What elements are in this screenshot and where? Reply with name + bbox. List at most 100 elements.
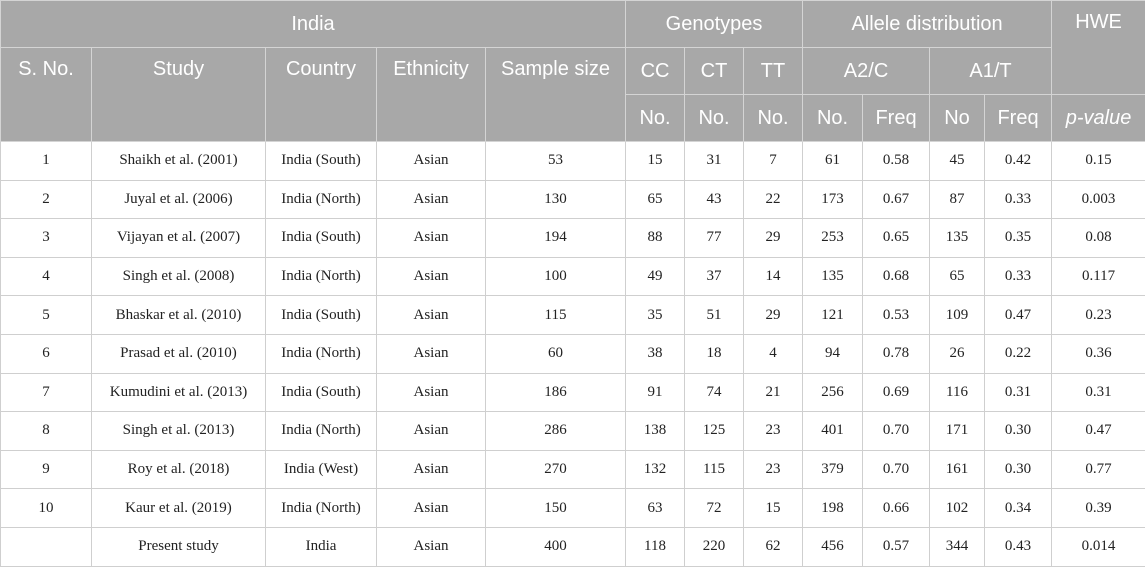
header-pvalue: p-value	[1051, 94, 1145, 142]
cell-a2-no: 173	[802, 179, 864, 220]
header-study: Study	[91, 47, 266, 142]
cell-study: Juyal et al. (2006)	[91, 179, 266, 220]
header-ct-no: No.	[684, 94, 745, 142]
cell-tt: 23	[743, 411, 804, 451]
cell-p: 0.31	[1051, 372, 1145, 413]
header-sno: S. No.	[0, 47, 92, 142]
cell-sample-size: 53	[484, 141, 627, 181]
cell-a2-no: 94	[802, 333, 864, 374]
header-country: Country	[265, 47, 377, 142]
cell-ct: 18	[684, 333, 745, 374]
cell-a1-freq: 0.30	[984, 411, 1053, 451]
cell-a1-no: 135	[929, 218, 986, 258]
cell-study: Kaur et al. (2019)	[91, 488, 266, 528]
cell-a1-freq: 0.30	[984, 449, 1053, 490]
cell-ct: 31	[684, 141, 745, 181]
cell-cc: 35	[625, 295, 686, 335]
cell-sno: 8	[0, 411, 92, 451]
cell-study: Singh et al. (2008)	[91, 256, 266, 297]
cell-ethnicity: Asian	[376, 449, 486, 490]
cell-ct: 51	[684, 295, 745, 335]
cell-a1-freq: 0.43	[984, 526, 1053, 567]
table-row: 3 Vijayan et al. (2007) India (South) Asian…	[0, 218, 1145, 258]
header-ct: CT	[684, 47, 745, 95]
table-row: 2 Juyal et al. (2006) India (North) Asian 13…	[0, 179, 1145, 220]
cell-country: India (South)	[265, 141, 377, 181]
cell-p: 0.23	[1051, 295, 1145, 335]
table-row: 5 Bhaskar et al. (2010) India (South) Asian…	[0, 295, 1145, 335]
cell-ct: 77	[684, 218, 745, 258]
table-row: 4 Singh et al. (2008) India (North) Asian 10…	[0, 256, 1145, 297]
cell-sample-size: 186	[484, 372, 627, 413]
cell-tt: 22	[743, 179, 804, 220]
cell-a2-no: 256	[802, 372, 864, 413]
cell-ct: 74	[684, 372, 745, 413]
cell-a2-freq: 0.69	[862, 372, 931, 413]
header-a1-freq: Freq	[984, 94, 1053, 142]
cell-ethnicity: Asian	[376, 372, 486, 413]
cell-a1-freq: 0.33	[984, 256, 1053, 297]
cell-a2-no: 198	[802, 488, 864, 528]
cell-ct: 125	[684, 411, 745, 451]
cell-a2-freq: 0.58	[862, 141, 931, 181]
cell-a1-no: 171	[929, 411, 986, 451]
cell-study: Kumudini et al. (2013)	[91, 372, 266, 413]
header-tt-no: No.	[743, 94, 804, 142]
cell-a1-no: 161	[929, 449, 986, 490]
header-hwe: HWE	[1051, 0, 1145, 95]
cell-country: India (North)	[265, 179, 377, 220]
cell-a1-freq: 0.42	[984, 141, 1053, 181]
cell-a1-freq: 0.33	[984, 179, 1053, 220]
cell-p: 0.77	[1051, 449, 1145, 490]
cell-ethnicity: Asian	[376, 256, 486, 297]
table-row: 1 Shaikh et al. (2001) India (South) Asian 5…	[0, 141, 1145, 181]
cell-ct: 37	[684, 256, 745, 297]
cell-ethnicity: Asian	[376, 141, 486, 181]
header-a1t: A1/T	[929, 47, 1053, 95]
cell-a1-freq: 0.34	[984, 488, 1053, 528]
cell-p: 0.014	[1051, 526, 1145, 567]
table-row: 8 Singh et al. (2013) India (North) Asian 28…	[0, 411, 1145, 451]
cell-sno: 10	[0, 488, 92, 528]
table-header: India Genotypes Allele distribution HWE …	[0, 0, 1145, 142]
cell-ethnicity: Asian	[376, 411, 486, 451]
header-region: India	[0, 0, 627, 48]
cell-study: Bhaskar et al. (2010)	[91, 295, 266, 335]
cell-a2-no: 121	[802, 295, 864, 335]
cell-cc: 63	[625, 488, 686, 528]
cell-ethnicity: Asian	[376, 295, 486, 335]
cell-a1-no: 87	[929, 179, 986, 220]
cell-a2-no: 61	[802, 141, 864, 181]
cell-cc: 49	[625, 256, 686, 297]
cell-country: India (West)	[265, 449, 377, 490]
cell-cc: 91	[625, 372, 686, 413]
cell-country: India (North)	[265, 488, 377, 528]
cell-a2-freq: 0.53	[862, 295, 931, 335]
cell-a2-freq: 0.70	[862, 449, 931, 490]
cell-sample-size: 194	[484, 218, 627, 258]
cell-country: India (North)	[265, 333, 377, 374]
cell-p: 0.08	[1051, 218, 1145, 258]
cell-cc: 88	[625, 218, 686, 258]
cell-ct: 43	[684, 179, 745, 220]
header-a2-no: No.	[802, 94, 864, 142]
table-row: 10 Kaur et al. (2019) India (North) Asian 15…	[0, 488, 1145, 528]
cell-p: 0.36	[1051, 333, 1145, 374]
cell-a2-no: 253	[802, 218, 864, 258]
header-sample-size: Sample size	[484, 47, 627, 142]
cell-a1-no: 109	[929, 295, 986, 335]
cell-sno: 9	[0, 449, 92, 490]
cell-tt: 29	[743, 218, 804, 258]
cell-a1-freq: 0.22	[984, 333, 1053, 374]
cell-a2-freq: 0.68	[862, 256, 931, 297]
cell-p: 0.117	[1051, 256, 1145, 297]
cell-sno	[0, 526, 92, 567]
header-cc-no: No.	[625, 94, 686, 142]
table-row: 6 Prasad et al. (2010) India (North) Asian 6…	[0, 333, 1145, 374]
header-a2-freq: Freq	[862, 94, 931, 142]
cell-p: 0.15	[1051, 141, 1145, 181]
cell-sno: 2	[0, 179, 92, 220]
cell-tt: 21	[743, 372, 804, 413]
cell-sno: 7	[0, 372, 92, 413]
table-row: Present study India Asian 400 118 220 62 456 0.5…	[0, 526, 1145, 567]
